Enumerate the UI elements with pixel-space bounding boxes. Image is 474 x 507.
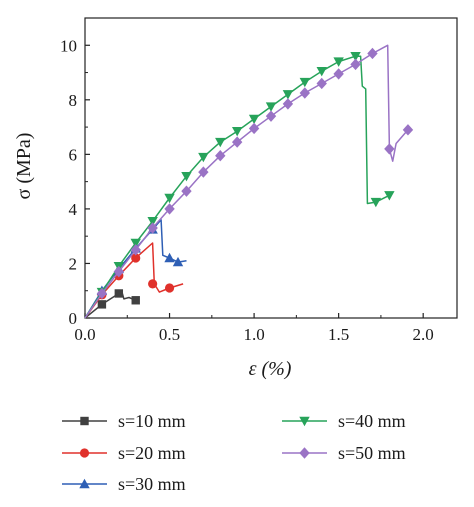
data-point bbox=[248, 114, 260, 125]
y-tick-label: 0 bbox=[69, 309, 78, 328]
legend-item: s=50 mm bbox=[282, 443, 406, 463]
data-point bbox=[131, 253, 141, 263]
data-point bbox=[114, 289, 124, 298]
data-point bbox=[367, 47, 378, 60]
legend-marker bbox=[299, 447, 310, 459]
data-point bbox=[299, 87, 311, 99]
legend-item: s=40 mm bbox=[282, 411, 406, 431]
data-point bbox=[215, 150, 226, 162]
y-tick-label: 8 bbox=[69, 91, 78, 110]
data-point bbox=[384, 143, 395, 155]
data-point bbox=[333, 57, 344, 67]
x-tick-label: 2.0 bbox=[413, 325, 434, 344]
x-tick-label: 0.0 bbox=[74, 325, 95, 344]
legend-marker bbox=[299, 416, 310, 427]
data-point bbox=[231, 126, 243, 137]
data-point bbox=[96, 287, 108, 300]
data-point bbox=[282, 98, 294, 110]
legend-item: s=10 mm bbox=[62, 411, 186, 431]
data-point bbox=[97, 300, 107, 309]
data-point bbox=[299, 77, 311, 88]
data-point bbox=[148, 279, 158, 289]
x-tick-label: 0.5 bbox=[159, 325, 180, 344]
data-point bbox=[316, 66, 327, 77]
data-point bbox=[215, 137, 226, 148]
legend-item: s=20 mm bbox=[62, 443, 186, 463]
data-point bbox=[164, 203, 175, 215]
legend-marker bbox=[80, 416, 89, 426]
legend-label: s=50 mm bbox=[338, 443, 406, 463]
data-point bbox=[164, 193, 175, 204]
series-s-10-mm bbox=[84, 289, 140, 319]
y-tick-label: 4 bbox=[69, 200, 78, 219]
data-point bbox=[282, 90, 294, 100]
y-tick-label: 6 bbox=[69, 145, 78, 164]
legend-label: s=40 mm bbox=[338, 411, 406, 431]
data-point bbox=[402, 124, 414, 136]
data-point bbox=[130, 238, 141, 249]
series-line bbox=[84, 44, 409, 319]
legend-marker bbox=[79, 448, 90, 458]
chart-legend: s=10 mm s=20 mm s=30 mm s=40 mm s=50 mm bbox=[62, 411, 406, 494]
data-point bbox=[316, 77, 327, 90]
data-point bbox=[181, 185, 192, 197]
data-point bbox=[147, 216, 158, 227]
data-point bbox=[164, 252, 175, 263]
y-tick-label: 10 bbox=[60, 36, 77, 55]
data-point bbox=[384, 191, 395, 201]
data-point bbox=[181, 171, 192, 182]
series-s-40-mm bbox=[84, 51, 395, 319]
data-point bbox=[172, 256, 184, 267]
series-s-50-mm bbox=[84, 44, 414, 319]
data-point bbox=[131, 296, 140, 305]
data-point bbox=[147, 222, 158, 234]
plot-area bbox=[84, 44, 414, 319]
series-line bbox=[84, 55, 390, 319]
data-point bbox=[333, 68, 344, 80]
data-point bbox=[198, 166, 209, 178]
legend-label: s=30 mm bbox=[118, 474, 186, 494]
data-point bbox=[248, 122, 260, 135]
x-axis-label: ε (%) bbox=[249, 358, 292, 380]
legend-item: s=30 mm bbox=[62, 474, 186, 494]
plot-frame bbox=[84, 17, 458, 319]
data-point bbox=[130, 244, 141, 256]
data-point bbox=[350, 58, 361, 71]
legend-label: s=10 mm bbox=[118, 411, 186, 431]
legend-marker bbox=[79, 478, 90, 489]
data-point bbox=[164, 283, 175, 293]
data-point bbox=[265, 102, 277, 112]
data-point bbox=[231, 136, 243, 148]
data-point bbox=[370, 197, 382, 208]
data-point bbox=[113, 265, 125, 278]
y-axis-label: σ (MPa) bbox=[13, 133, 35, 200]
data-point bbox=[350, 51, 361, 62]
y-tick-label: 2 bbox=[69, 254, 78, 273]
x-tick-label: 1.0 bbox=[243, 325, 264, 344]
data-point bbox=[198, 152, 209, 163]
data-point bbox=[265, 110, 277, 122]
legend-label: s=20 mm bbox=[118, 443, 186, 463]
chart-axes: 0.0 0.5 1.0 1.5 2.0 0 2 4 6 8 10 bbox=[60, 17, 458, 344]
x-tick-label: 1.5 bbox=[328, 325, 349, 344]
